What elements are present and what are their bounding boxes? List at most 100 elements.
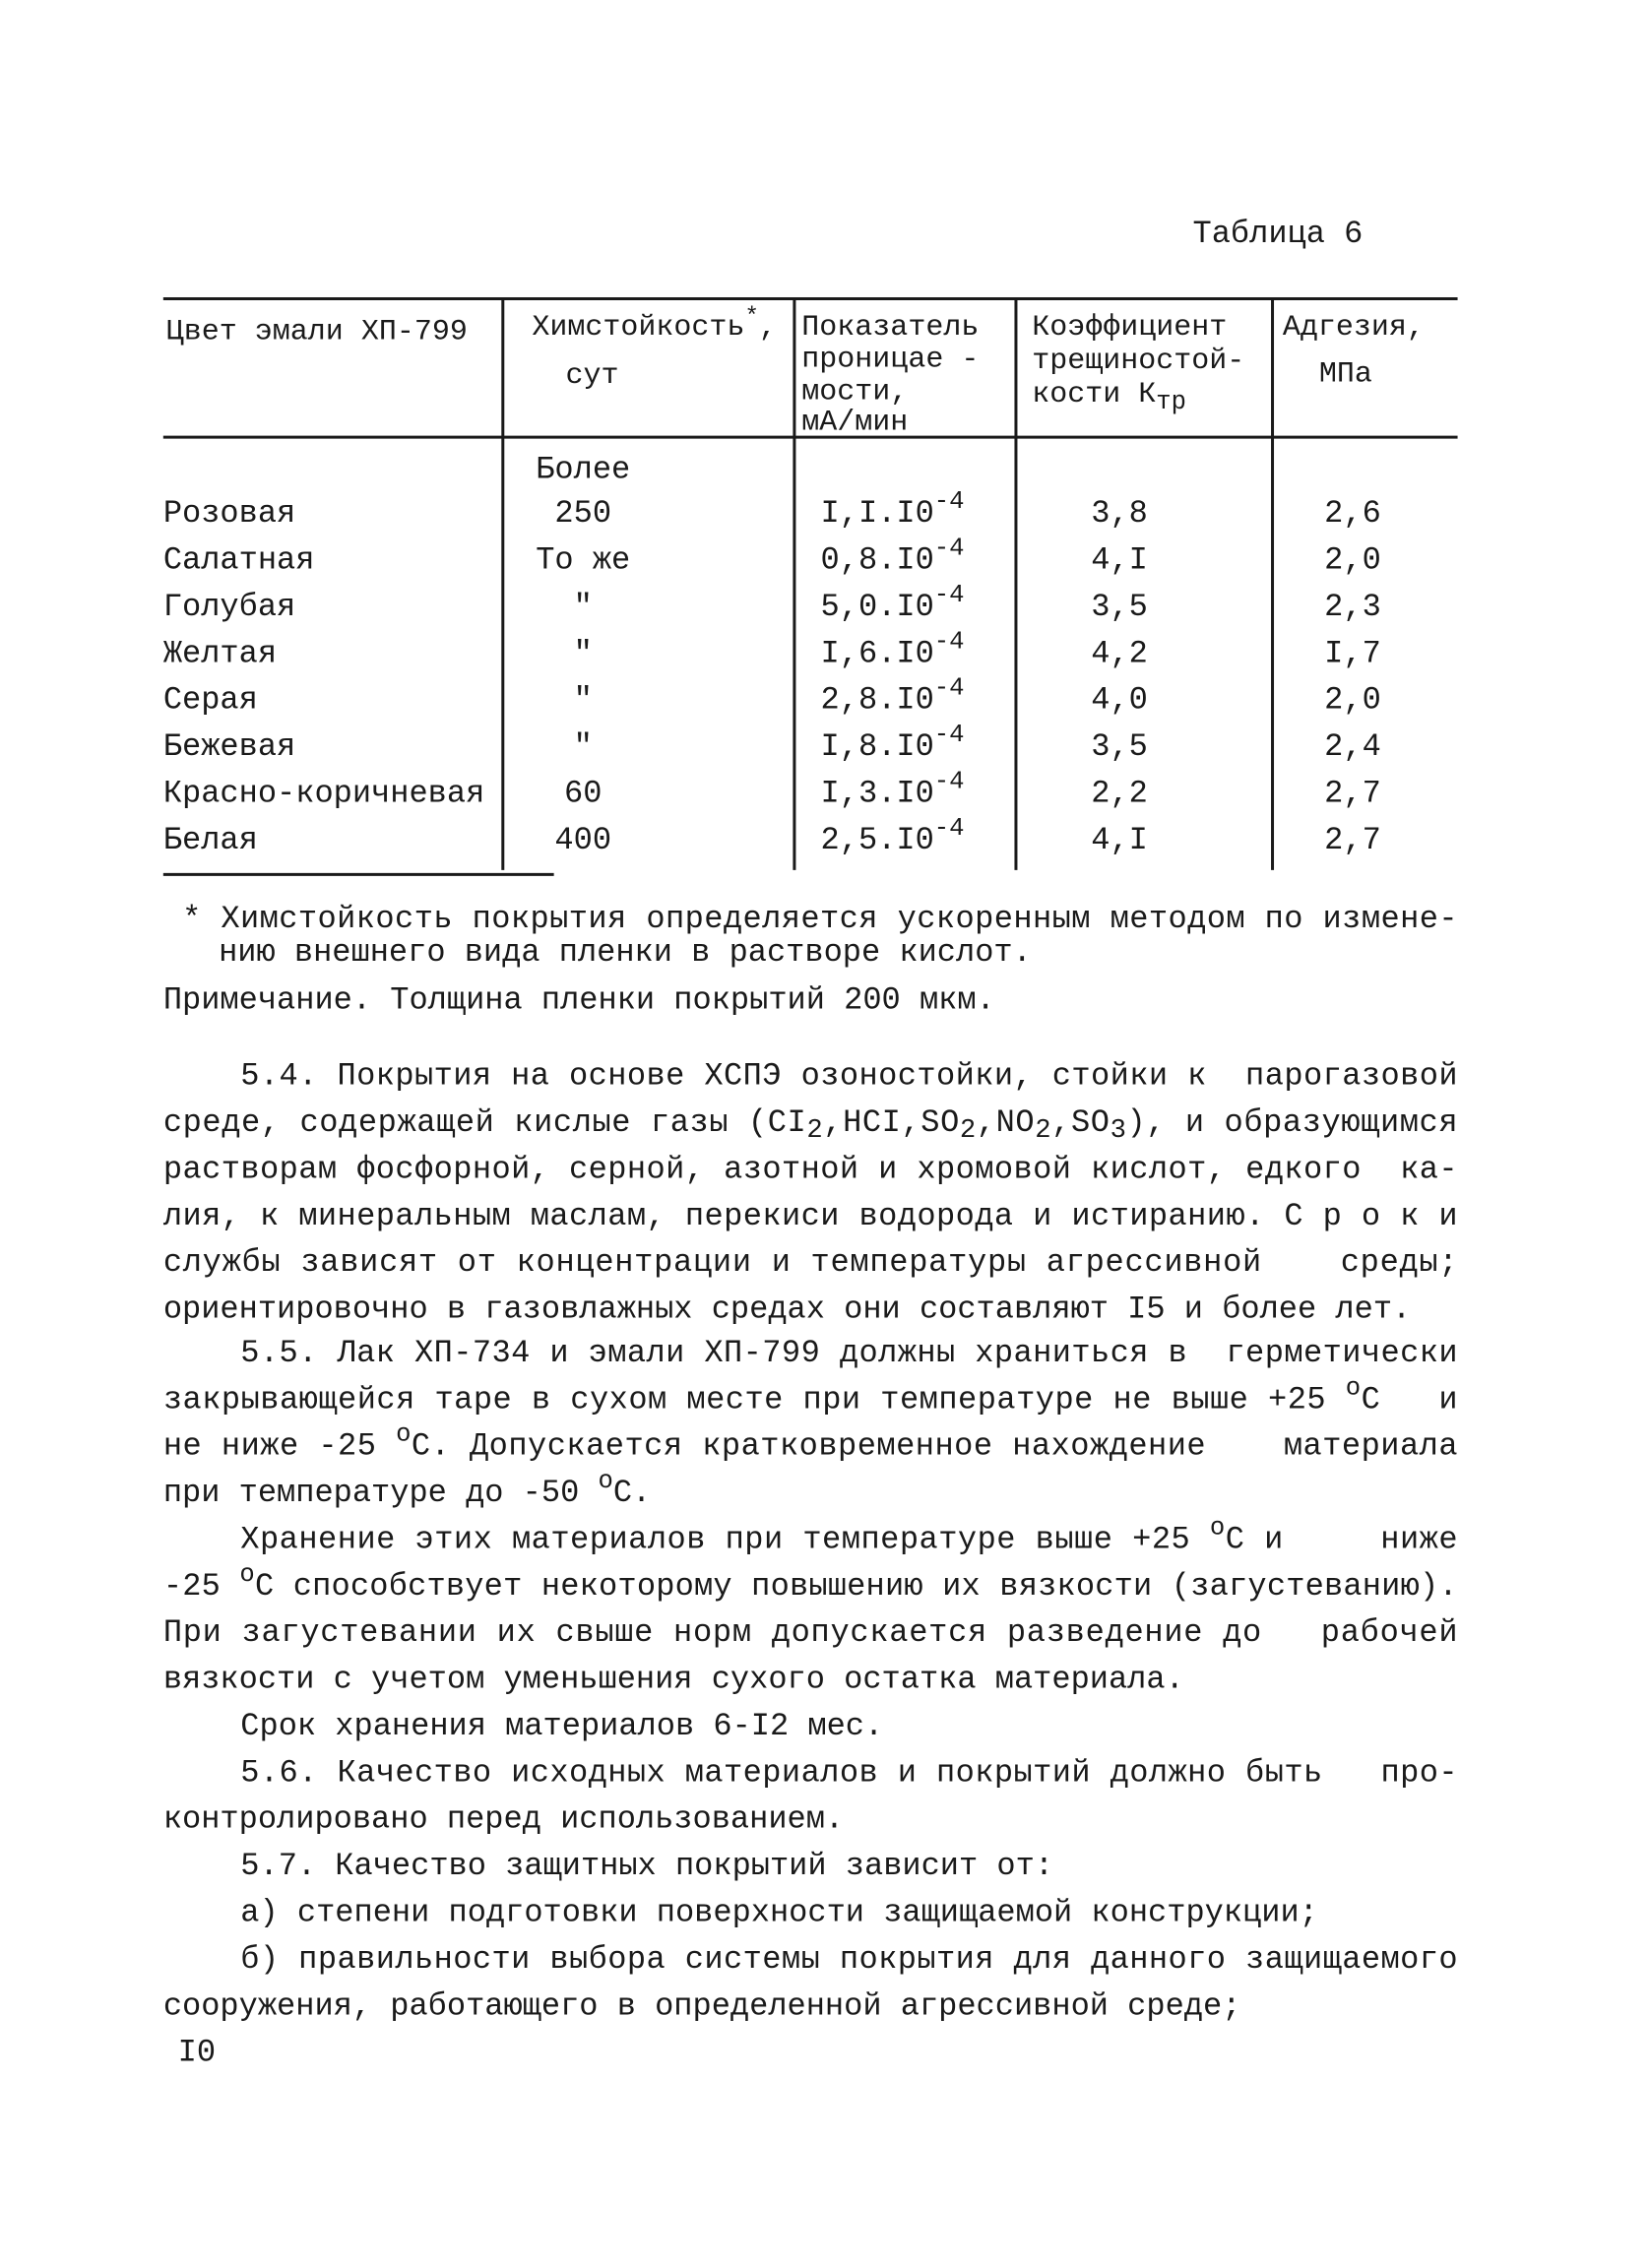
superscript: -4	[934, 534, 965, 562]
table-header: мости,	[801, 375, 908, 409]
text-run: -25	[163, 1567, 239, 1604]
paragraph-line: при температуре до -50 оС.	[163, 1467, 651, 1511]
text-run: 4,2	[1091, 635, 1148, 671]
text-run: Розовая	[163, 495, 295, 532]
table-header: Химстойкость*,	[532, 304, 776, 345]
text-run: 2,0	[1324, 681, 1381, 718]
table-header: трещиностой-	[1032, 345, 1244, 378]
text-run: С.	[613, 1475, 651, 1511]
text-run: 2,6	[1324, 495, 1381, 532]
text-run: Голубая	[163, 588, 295, 624]
superscript: -4	[934, 814, 965, 843]
paragraph-line: растворам фосфорной, серной, азотной и х…	[163, 1151, 1458, 1187]
paragraph-line: Хранение этих материалов при температуре…	[240, 1513, 1457, 1557]
text-run: 3,5	[1091, 588, 1148, 624]
paragraph-line: сооружения, работающего в определенной а…	[163, 1987, 1241, 2024]
paragraph-line: лия, к минеральным маслам, перекиси водо…	[163, 1197, 1458, 1233]
paragraph-line: не ниже -25 оС. Допускается кратковремен…	[163, 1420, 1458, 1465]
table-header: Показатель	[801, 311, 979, 345]
superscript: -4	[934, 487, 965, 516]
text-run: I,7	[1324, 635, 1381, 671]
text-run: "	[574, 728, 593, 765]
text-run: 2,7	[1324, 775, 1381, 811]
superscript: о	[396, 1420, 411, 1449]
cell-chem: "	[574, 588, 593, 624]
cell-color: Бежевая	[163, 728, 295, 765]
paragraph-line: 5.5. Лак ХП-734 и эмали ХП-799 должны хр…	[240, 1334, 1457, 1370]
table-header: МПа	[1319, 358, 1372, 392]
text-run: Адгезия,	[1283, 311, 1425, 345]
cell-chem: То же	[536, 541, 630, 578]
cell-coefficient: 4,2	[1091, 635, 1148, 671]
text-run: 400	[554, 821, 611, 857]
paragraph-line: 5.6. Качество исходных материалов и покр…	[240, 1754, 1457, 1791]
text-run: ориентировочно в газовлажных средах они …	[163, 1291, 1411, 1327]
cell-adhesion: I,7	[1324, 635, 1381, 671]
cell-coefficient: 2,2	[1091, 775, 1148, 811]
cell-chem: "	[574, 728, 593, 765]
text-run: 0,8.I0	[821, 541, 934, 578]
text-run: Серая	[163, 681, 258, 718]
superscript: о	[1346, 1373, 1361, 1402]
superscript: о	[1210, 1513, 1225, 1542]
text-run: I,I.I0	[821, 495, 934, 532]
paragraph-line: службы зависят от концентрации и темпера…	[163, 1244, 1458, 1281]
cell-adhesion: 2,7	[1324, 775, 1381, 811]
text-run: сооружения, работающего в определенной а…	[163, 1987, 1241, 2024]
text-run: ,NO	[977, 1104, 1035, 1141]
text-run: 3,8	[1091, 495, 1148, 532]
text-run: 2,8.I0	[821, 681, 934, 718]
table-header: Цвет эмали ХП-799	[166, 316, 468, 349]
text-run: 5,0.I0	[821, 588, 934, 624]
text-run: ,HCI,SO	[823, 1104, 959, 1141]
cell-coefficient: 4,I	[1091, 821, 1148, 857]
table-header: мА/мин	[801, 406, 908, 439]
text-run: среде, содержащей кислые газы (CI	[163, 1104, 806, 1141]
cell-permeability: 0,8.I0-4	[821, 534, 965, 578]
text-run: * Химстойкость покрытия определяется уск…	[182, 900, 1457, 936]
note: Примечание. Толщина пленки покрытий 200 …	[163, 981, 995, 1018]
table-header: Адгезия,	[1283, 311, 1425, 345]
cell-color: Салатная	[163, 541, 315, 578]
text-run: I0	[178, 2034, 216, 2070]
text-run: "	[574, 681, 593, 718]
table-header: сут	[565, 359, 618, 393]
cell-coefficient: 4,I	[1091, 541, 1148, 578]
text-run: МПа	[1319, 358, 1372, 392]
text-run: а) степени подготовки поверхности защища…	[240, 1894, 1318, 1930]
text-run: кости К	[1032, 378, 1156, 411]
text-run: 5.7. Качество защитных покрытий зависит …	[240, 1848, 1053, 1884]
cell-coefficient: 3,5	[1091, 588, 1148, 624]
paragraph-line: а) степени подготовки поверхности защища…	[240, 1894, 1318, 1930]
cell-permeability: I,8.I0-4	[821, 721, 965, 765]
footnote: нию внешнего вида пленки в растворе кисл…	[219, 933, 1032, 970]
cell-chem: 250	[554, 495, 611, 532]
text-run: Химстойкость	[532, 311, 744, 345]
subscript: 2	[806, 1115, 822, 1146]
text-run: Срок хранения материалов 6-I2 мес.	[240, 1707, 883, 1743]
text-run: С. Допускается кратковременное нахождени…	[412, 1427, 1458, 1464]
cell-permeability: I,6.I0-4	[821, 627, 965, 671]
text-run: проницае -	[801, 344, 979, 377]
subscript: 3	[1111, 1115, 1126, 1146]
cell-color: Красно-коричневая	[163, 775, 484, 811]
text-run: Показатель	[801, 311, 979, 345]
text-run: трещиностой-	[1032, 345, 1244, 378]
text-run: закрывающейся таре в сухом месте при тем…	[163, 1381, 1345, 1418]
cell-adhesion: 2,7	[1324, 821, 1381, 857]
text-run: "	[574, 635, 593, 671]
text-run: I,3.I0	[821, 775, 934, 811]
text-run: Хранение этих материалов при температуре…	[240, 1521, 1209, 1557]
subscript: 2	[960, 1115, 976, 1146]
text-run: 250	[554, 495, 611, 532]
paragraph-line: контролировано перед использованием.	[163, 1800, 844, 1837]
text-run: вязкости с учетом уменьшения сухого оста…	[163, 1661, 1184, 1697]
text-run: 2,7	[1324, 821, 1381, 857]
text-run: Таблица 6	[1193, 215, 1364, 251]
paragraph-line: Срок хранения материалов 6-I2 мес.	[240, 1707, 883, 1743]
text-run: С и	[1362, 1381, 1458, 1418]
text-run: растворам фосфорной, серной, азотной и х…	[163, 1151, 1458, 1187]
text-run: мА/мин	[801, 406, 908, 439]
text-run: лия, к минеральным маслам, перекиси водо…	[163, 1197, 1458, 1233]
